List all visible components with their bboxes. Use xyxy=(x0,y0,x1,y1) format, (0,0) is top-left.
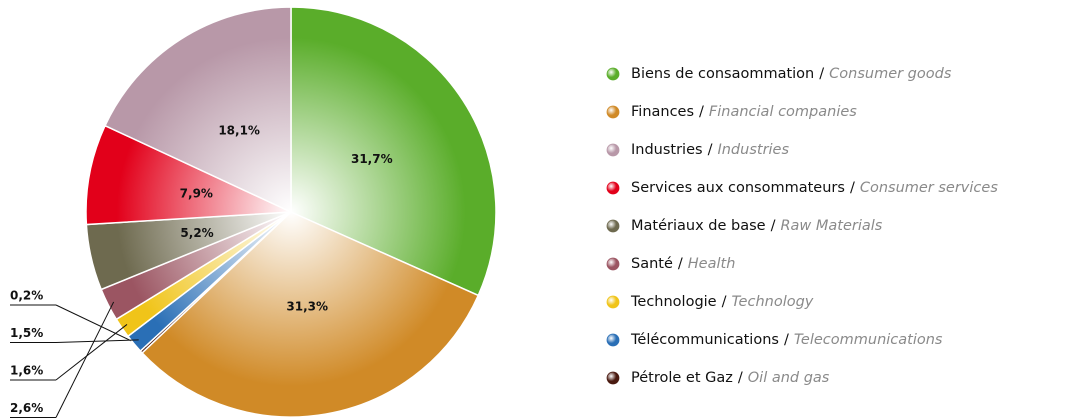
pie-slice xyxy=(85,124,292,226)
pie-label: 7,9% xyxy=(180,187,213,201)
legend-name-en: Health xyxy=(688,256,736,272)
legend-name-en: Technology xyxy=(731,294,813,310)
legend-marker xyxy=(606,105,620,119)
legend-marker xyxy=(606,295,620,309)
legend-name: Télécommunications xyxy=(630,332,779,348)
legend-label: Industries / Industries xyxy=(631,142,789,158)
pie-slice xyxy=(141,211,480,418)
legend-name-en: Consumer services xyxy=(860,180,998,196)
legend-marker xyxy=(606,333,620,347)
legend-marker xyxy=(606,181,620,195)
legend-name: Pétrole et Gaz xyxy=(631,370,733,386)
legend-name: Matériaux de base xyxy=(631,218,766,234)
legend-label: Technologie / Technology xyxy=(630,294,814,310)
pie-label: 2,6% xyxy=(10,401,43,415)
legend-separator: / xyxy=(678,256,683,272)
legend-separator: / xyxy=(819,66,824,82)
leader-line xyxy=(55,324,128,381)
legend-label: Matériaux de base / Raw Materials xyxy=(631,218,883,234)
legend-separator: / xyxy=(784,332,789,348)
legend-name: Santé xyxy=(631,256,673,272)
pie-label: 31,3% xyxy=(286,299,328,313)
legend-label: Pétrole et Gaz / Oil and gas xyxy=(631,370,830,386)
legend-label: Santé / Health xyxy=(631,256,735,272)
legend-marker xyxy=(606,257,620,271)
legend-label: Services aux consommateurs / Consumer serv… xyxy=(631,180,998,196)
pie-label: 18,1% xyxy=(218,123,260,137)
legend-separator: / xyxy=(850,180,855,196)
legend-marker xyxy=(606,371,620,385)
legend-marker xyxy=(606,67,620,81)
legend-separator: / xyxy=(699,104,704,120)
legend-separator: / xyxy=(722,294,727,310)
legend-label: Finances / Financial companies xyxy=(631,104,857,120)
legend-separator: / xyxy=(708,142,713,158)
legend-separator: / xyxy=(771,218,776,234)
legend-name-en: Consumer goods xyxy=(829,66,952,82)
leader-line xyxy=(55,301,115,418)
legend-name: Services aux consommateurs xyxy=(631,180,845,196)
pie-slice xyxy=(104,6,292,214)
legend-name-en: Financial companies xyxy=(709,104,857,120)
legend-name: Industries xyxy=(631,142,703,158)
legend-label: Télécommunications / Telecommunications xyxy=(630,332,943,348)
legend-name: Finances xyxy=(631,104,694,120)
pie-label: 1,5% xyxy=(10,326,43,340)
legend-marker xyxy=(606,219,620,233)
pie-label: 1,6% xyxy=(10,364,43,378)
pie-label: 5,2% xyxy=(180,226,213,240)
pie-label: 31,7% xyxy=(351,152,393,166)
pie-slice xyxy=(290,6,497,297)
legend-name: Biens de consaommation xyxy=(631,66,814,82)
legend-name-en: Oil and gas xyxy=(748,370,830,386)
legend-name-en: Raw Materials xyxy=(780,218,882,234)
legend-name: Technologie xyxy=(630,294,717,310)
legend-separator: / xyxy=(738,370,743,386)
leader-line xyxy=(55,339,139,343)
legend-marker xyxy=(606,143,620,157)
pie-label: 0,2% xyxy=(10,289,43,303)
legend-name-en: Industries xyxy=(717,142,789,158)
legend-name-en: Telecommunications xyxy=(794,332,943,348)
legend-label: Biens de consaommation / Consumer goods xyxy=(631,66,952,82)
